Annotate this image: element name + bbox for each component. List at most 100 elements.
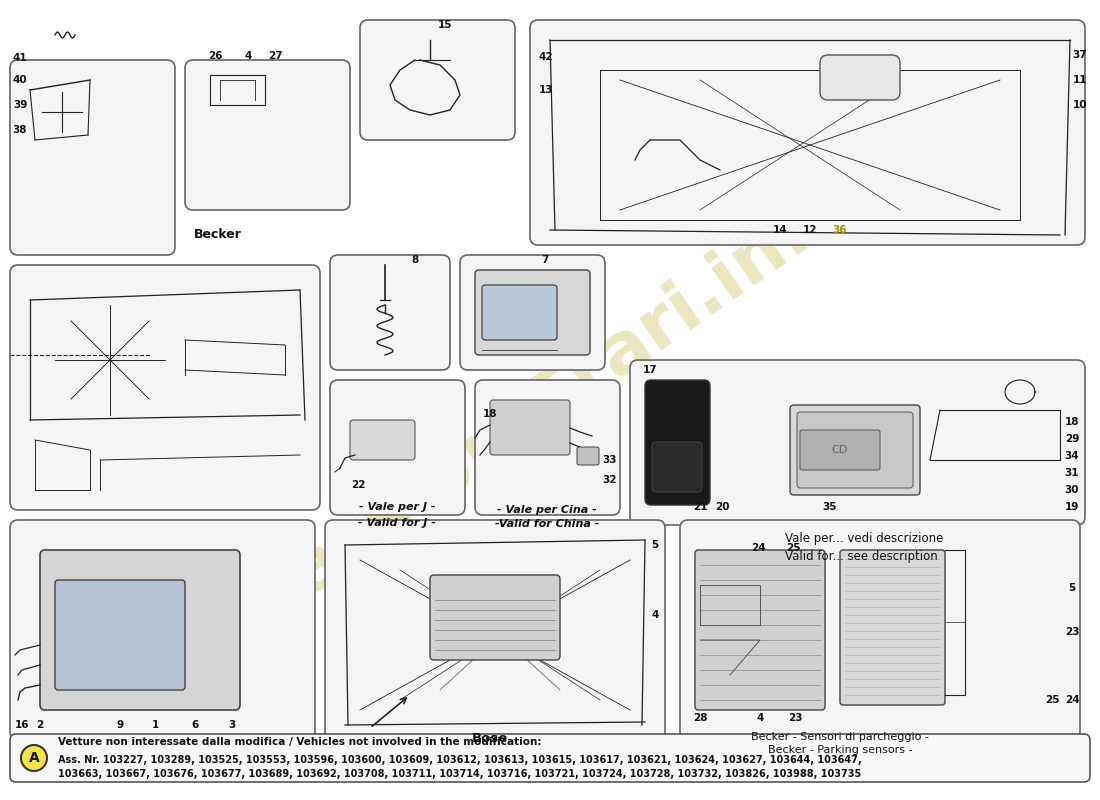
Text: 1: 1 (152, 720, 158, 730)
Text: 35: 35 (823, 502, 837, 512)
Circle shape (562, 335, 568, 341)
Text: 37: 37 (1072, 50, 1087, 60)
Text: 30: 30 (1065, 485, 1079, 495)
Text: 20: 20 (715, 502, 729, 512)
Circle shape (904, 419, 910, 425)
FancyBboxPatch shape (475, 380, 620, 515)
Text: 31: 31 (1065, 468, 1079, 478)
FancyBboxPatch shape (680, 520, 1080, 740)
Text: passionfErari.info: passionfErari.info (234, 164, 866, 636)
Circle shape (562, 296, 568, 302)
FancyBboxPatch shape (840, 550, 945, 705)
FancyBboxPatch shape (820, 55, 900, 100)
Circle shape (562, 309, 568, 315)
Circle shape (381, 313, 389, 321)
Text: 21: 21 (693, 502, 707, 512)
FancyBboxPatch shape (800, 430, 880, 470)
Text: 18: 18 (1065, 417, 1079, 427)
FancyBboxPatch shape (460, 255, 605, 370)
Circle shape (681, 453, 689, 461)
Text: - Vale per Cina -
-Valid for China -: - Vale per Cina - -Valid for China - (495, 505, 600, 529)
Text: Bose: Bose (472, 732, 508, 745)
FancyBboxPatch shape (10, 734, 1090, 782)
FancyBboxPatch shape (645, 380, 710, 505)
Text: 39: 39 (13, 100, 28, 110)
Text: 5: 5 (1068, 583, 1076, 593)
Circle shape (904, 470, 910, 474)
Text: 24: 24 (1065, 695, 1079, 705)
FancyBboxPatch shape (350, 420, 415, 460)
Circle shape (667, 439, 675, 447)
Text: Becker: Becker (194, 228, 242, 241)
Text: 40: 40 (13, 75, 28, 85)
Text: Vale per... vedi descrizione
Valid for... see description: Vale per... vedi descrizione Valid for..… (785, 532, 944, 563)
FancyBboxPatch shape (10, 520, 315, 740)
Circle shape (192, 617, 248, 673)
Text: 22: 22 (351, 480, 365, 490)
Text: 16: 16 (14, 720, 30, 730)
Text: 13: 13 (539, 85, 553, 95)
Text: 26: 26 (208, 51, 222, 61)
Circle shape (653, 453, 661, 461)
Circle shape (667, 453, 675, 461)
FancyBboxPatch shape (490, 400, 570, 455)
FancyBboxPatch shape (530, 20, 1085, 245)
FancyBboxPatch shape (482, 285, 557, 340)
Text: 14: 14 (772, 225, 788, 235)
Circle shape (667, 411, 675, 419)
Circle shape (653, 439, 661, 447)
FancyBboxPatch shape (324, 520, 666, 740)
Text: Vetture non interessate dalla modifica / Vehicles not involved in the modificati: Vetture non interessate dalla modifica /… (58, 737, 541, 747)
Text: 33: 33 (603, 455, 617, 465)
Circle shape (562, 283, 568, 289)
FancyBboxPatch shape (475, 270, 590, 355)
Text: - Vale per J -
- Valid for J -: - Vale per J - - Valid for J - (359, 502, 436, 528)
Text: 42: 42 (539, 52, 553, 62)
Circle shape (653, 425, 661, 433)
Text: 24: 24 (750, 543, 766, 553)
Text: 27: 27 (267, 51, 283, 61)
Text: Ass. Nr. 103227, 103289, 103525, 103553, 103596, 103600, 103609, 103612, 103613,: Ass. Nr. 103227, 103289, 103525, 103553,… (58, 755, 861, 765)
Text: A: A (29, 751, 40, 765)
Circle shape (904, 430, 910, 434)
Text: 11: 11 (1072, 75, 1087, 85)
Text: 41: 41 (13, 53, 28, 63)
Circle shape (667, 425, 675, 433)
Text: 9: 9 (117, 720, 123, 730)
Text: 28: 28 (693, 713, 707, 723)
FancyBboxPatch shape (330, 255, 450, 370)
Text: 36: 36 (833, 225, 847, 235)
Circle shape (669, 459, 685, 475)
FancyBboxPatch shape (790, 405, 920, 495)
Circle shape (653, 411, 661, 419)
Text: 10: 10 (1072, 100, 1087, 110)
Text: 5: 5 (651, 540, 659, 550)
Circle shape (212, 637, 228, 653)
Text: 15: 15 (438, 20, 452, 30)
Circle shape (562, 322, 568, 328)
Text: 25: 25 (1045, 695, 1059, 705)
Text: Becker - Sensori di parcheggio -
Becker - Parking sensors -: Becker - Sensori di parcheggio - Becker … (751, 732, 928, 755)
FancyBboxPatch shape (55, 580, 185, 690)
Circle shape (904, 479, 910, 485)
FancyBboxPatch shape (430, 575, 560, 660)
Text: 38: 38 (13, 125, 28, 135)
FancyBboxPatch shape (40, 550, 240, 710)
Text: 103663, 103667, 103676, 103677, 103689, 103692, 103708, 103711, 103714, 103716, : 103663, 103667, 103676, 103677, 103689, … (58, 769, 861, 779)
Text: CD: CD (832, 445, 848, 455)
Text: 32: 32 (603, 475, 617, 485)
Text: 34: 34 (1065, 451, 1079, 461)
Text: 12: 12 (803, 225, 817, 235)
Circle shape (21, 745, 47, 771)
FancyBboxPatch shape (10, 265, 320, 510)
FancyBboxPatch shape (798, 412, 913, 488)
Text: 29: 29 (1065, 434, 1079, 444)
Text: 23: 23 (788, 713, 802, 723)
Text: 4: 4 (757, 713, 763, 723)
FancyBboxPatch shape (185, 60, 350, 210)
FancyBboxPatch shape (695, 550, 825, 710)
FancyBboxPatch shape (578, 447, 600, 465)
FancyBboxPatch shape (630, 360, 1085, 525)
Text: 18: 18 (483, 409, 497, 419)
Text: 3: 3 (229, 720, 235, 730)
